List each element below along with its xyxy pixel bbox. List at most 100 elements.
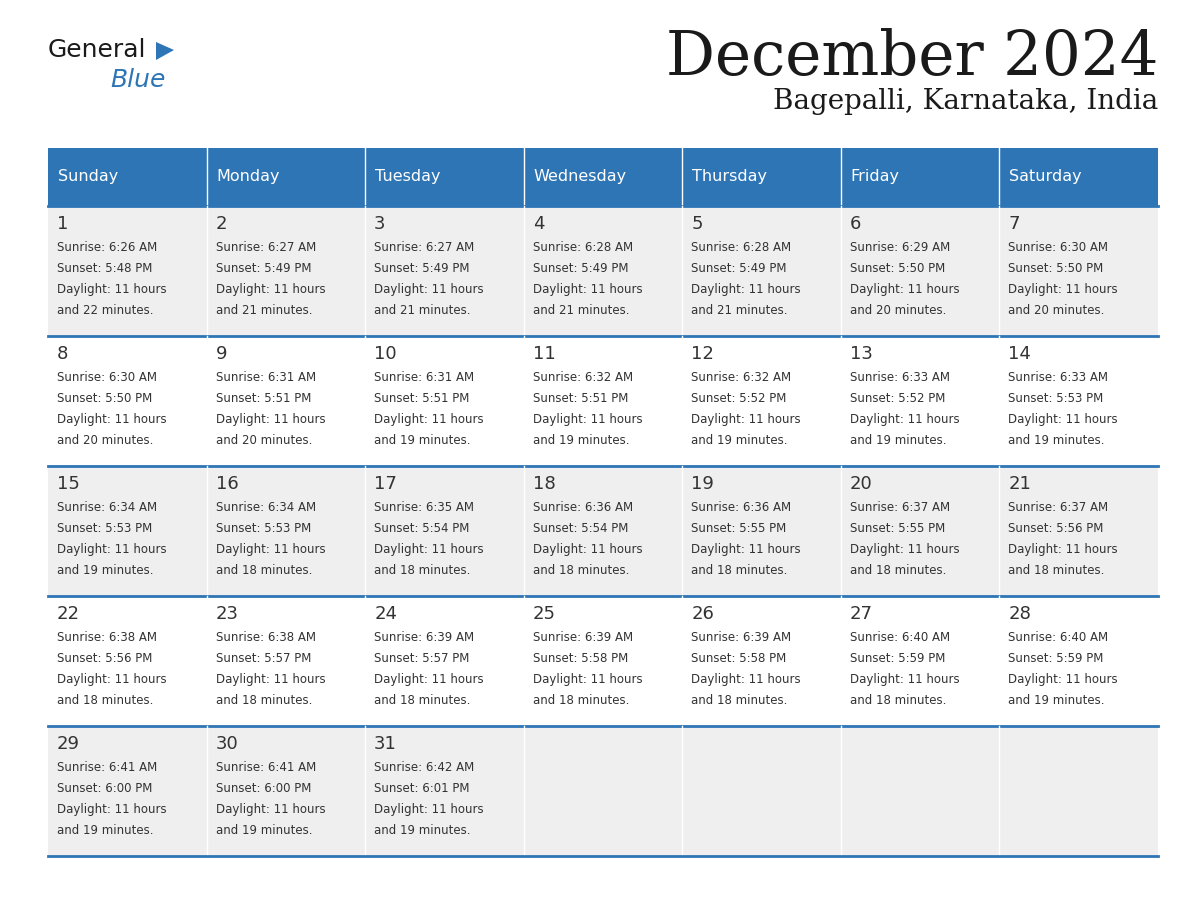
- Text: Sunset: 5:53 PM: Sunset: 5:53 PM: [215, 522, 311, 535]
- Text: Sunrise: 6:38 AM: Sunrise: 6:38 AM: [215, 631, 316, 644]
- Text: Daylight: 11 hours: Daylight: 11 hours: [215, 283, 326, 296]
- Text: Daylight: 11 hours: Daylight: 11 hours: [849, 283, 960, 296]
- Text: Sunset: 6:01 PM: Sunset: 6:01 PM: [374, 782, 469, 795]
- Text: 23: 23: [215, 605, 239, 623]
- Text: Saturday: Saturday: [1010, 170, 1082, 185]
- Text: Wednesday: Wednesday: [533, 170, 627, 185]
- Text: and 18 minutes.: and 18 minutes.: [849, 564, 946, 577]
- Text: Daylight: 11 hours: Daylight: 11 hours: [532, 413, 643, 426]
- Text: and 19 minutes.: and 19 minutes.: [215, 824, 312, 837]
- Text: Blue: Blue: [110, 68, 165, 92]
- Bar: [48, 336, 1158, 466]
- Text: Sunrise: 6:31 AM: Sunrise: 6:31 AM: [215, 371, 316, 384]
- Bar: [48, 148, 207, 206]
- Bar: [999, 148, 1158, 206]
- Text: Daylight: 11 hours: Daylight: 11 hours: [57, 673, 166, 686]
- Text: Sunset: 5:59 PM: Sunset: 5:59 PM: [849, 652, 946, 665]
- Text: Sunset: 5:50 PM: Sunset: 5:50 PM: [849, 262, 946, 275]
- Text: Sunrise: 6:31 AM: Sunrise: 6:31 AM: [374, 371, 474, 384]
- Text: Daylight: 11 hours: Daylight: 11 hours: [849, 673, 960, 686]
- Text: Sunset: 5:48 PM: Sunset: 5:48 PM: [57, 262, 152, 275]
- Text: Sunrise: 6:38 AM: Sunrise: 6:38 AM: [57, 631, 157, 644]
- Text: 6: 6: [849, 215, 861, 233]
- Text: 13: 13: [849, 345, 873, 363]
- Text: and 18 minutes.: and 18 minutes.: [532, 694, 630, 707]
- Text: Bagepalli, Karnataka, India: Bagepalli, Karnataka, India: [772, 88, 1158, 115]
- Text: Sunset: 5:49 PM: Sunset: 5:49 PM: [215, 262, 311, 275]
- Text: Daylight: 11 hours: Daylight: 11 hours: [849, 413, 960, 426]
- Polygon shape: [156, 42, 173, 60]
- Text: and 20 minutes.: and 20 minutes.: [849, 304, 946, 317]
- Bar: [682, 148, 841, 206]
- Text: Sunrise: 6:40 AM: Sunrise: 6:40 AM: [849, 631, 950, 644]
- Text: Sunrise: 6:28 AM: Sunrise: 6:28 AM: [691, 241, 791, 254]
- Text: Sunset: 5:56 PM: Sunset: 5:56 PM: [57, 652, 152, 665]
- Text: Daylight: 11 hours: Daylight: 11 hours: [532, 543, 643, 556]
- Text: Sunset: 5:56 PM: Sunset: 5:56 PM: [1009, 522, 1104, 535]
- Text: 19: 19: [691, 475, 714, 493]
- Text: 9: 9: [215, 345, 227, 363]
- Text: 7: 7: [1009, 215, 1020, 233]
- Text: and 20 minutes.: and 20 minutes.: [215, 434, 312, 447]
- Text: 10: 10: [374, 345, 397, 363]
- Text: Daylight: 11 hours: Daylight: 11 hours: [57, 803, 166, 816]
- Text: Monday: Monday: [216, 170, 280, 185]
- Text: and 18 minutes.: and 18 minutes.: [374, 694, 470, 707]
- Text: 8: 8: [57, 345, 69, 363]
- Text: Daylight: 11 hours: Daylight: 11 hours: [691, 673, 801, 686]
- Text: and 21 minutes.: and 21 minutes.: [532, 304, 630, 317]
- Text: General: General: [48, 38, 146, 62]
- Text: Sunset: 5:49 PM: Sunset: 5:49 PM: [691, 262, 786, 275]
- Text: 31: 31: [374, 735, 397, 753]
- Text: and 18 minutes.: and 18 minutes.: [691, 694, 788, 707]
- Text: 16: 16: [215, 475, 239, 493]
- Text: Daylight: 11 hours: Daylight: 11 hours: [1009, 283, 1118, 296]
- Text: Daylight: 11 hours: Daylight: 11 hours: [215, 803, 326, 816]
- Text: Daylight: 11 hours: Daylight: 11 hours: [374, 413, 484, 426]
- Bar: [365, 148, 524, 206]
- Text: Sunset: 5:50 PM: Sunset: 5:50 PM: [1009, 262, 1104, 275]
- Text: and 18 minutes.: and 18 minutes.: [215, 694, 312, 707]
- Text: and 19 minutes.: and 19 minutes.: [374, 824, 470, 837]
- Text: and 20 minutes.: and 20 minutes.: [57, 434, 153, 447]
- Text: Sunrise: 6:41 AM: Sunrise: 6:41 AM: [215, 761, 316, 774]
- Text: Sunset: 5:59 PM: Sunset: 5:59 PM: [1009, 652, 1104, 665]
- Text: Sunrise: 6:36 AM: Sunrise: 6:36 AM: [532, 501, 633, 514]
- Text: Daylight: 11 hours: Daylight: 11 hours: [374, 673, 484, 686]
- Text: Daylight: 11 hours: Daylight: 11 hours: [215, 673, 326, 686]
- Text: Sunrise: 6:34 AM: Sunrise: 6:34 AM: [57, 501, 157, 514]
- Text: and 19 minutes.: and 19 minutes.: [532, 434, 630, 447]
- Text: Sunset: 5:57 PM: Sunset: 5:57 PM: [215, 652, 311, 665]
- Text: Daylight: 11 hours: Daylight: 11 hours: [691, 283, 801, 296]
- Text: and 21 minutes.: and 21 minutes.: [374, 304, 470, 317]
- Text: Daylight: 11 hours: Daylight: 11 hours: [532, 673, 643, 686]
- Text: 5: 5: [691, 215, 703, 233]
- Text: Sunday: Sunday: [58, 170, 119, 185]
- Text: Daylight: 11 hours: Daylight: 11 hours: [691, 543, 801, 556]
- Text: 22: 22: [57, 605, 80, 623]
- Text: 30: 30: [215, 735, 239, 753]
- Text: Sunset: 5:58 PM: Sunset: 5:58 PM: [532, 652, 628, 665]
- Bar: [841, 148, 999, 206]
- Text: Sunrise: 6:36 AM: Sunrise: 6:36 AM: [691, 501, 791, 514]
- Text: 20: 20: [849, 475, 873, 493]
- Text: and 19 minutes.: and 19 minutes.: [374, 434, 470, 447]
- Text: Daylight: 11 hours: Daylight: 11 hours: [215, 413, 326, 426]
- Text: and 18 minutes.: and 18 minutes.: [374, 564, 470, 577]
- Text: and 22 minutes.: and 22 minutes.: [57, 304, 153, 317]
- Text: 27: 27: [849, 605, 873, 623]
- Text: and 19 minutes.: and 19 minutes.: [1009, 694, 1105, 707]
- Text: Sunset: 5:54 PM: Sunset: 5:54 PM: [532, 522, 628, 535]
- Text: Sunrise: 6:39 AM: Sunrise: 6:39 AM: [691, 631, 791, 644]
- Text: 24: 24: [374, 605, 397, 623]
- Text: Sunrise: 6:30 AM: Sunrise: 6:30 AM: [1009, 241, 1108, 254]
- Bar: [48, 206, 1158, 336]
- Text: Sunset: 5:51 PM: Sunset: 5:51 PM: [532, 392, 628, 405]
- Text: Sunrise: 6:27 AM: Sunrise: 6:27 AM: [215, 241, 316, 254]
- Text: Sunrise: 6:42 AM: Sunrise: 6:42 AM: [374, 761, 474, 774]
- Text: 17: 17: [374, 475, 397, 493]
- Text: 12: 12: [691, 345, 714, 363]
- Text: Sunset: 5:49 PM: Sunset: 5:49 PM: [532, 262, 628, 275]
- Text: Sunset: 5:53 PM: Sunset: 5:53 PM: [1009, 392, 1104, 405]
- Text: 1: 1: [57, 215, 69, 233]
